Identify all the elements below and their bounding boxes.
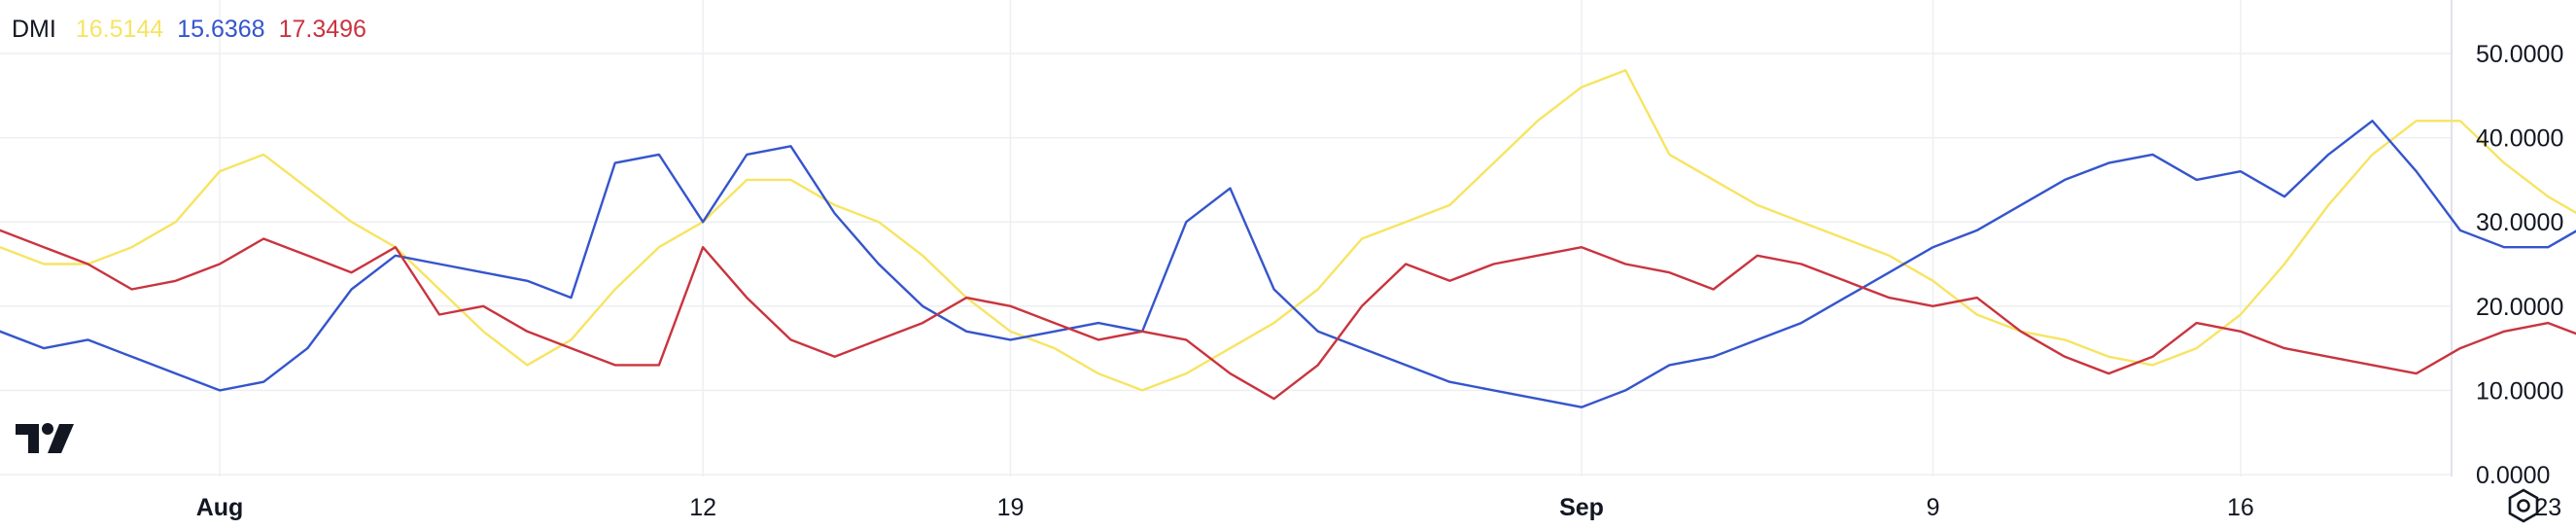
y-tick-label: 10.0000	[2476, 377, 2563, 405]
x-tick-label: Aug	[196, 494, 244, 521]
tradingview-logo-icon[interactable]	[16, 420, 80, 455]
x-tick-label: 16	[2227, 494, 2254, 521]
x-axis[interactable]: 2Aug1219Sep91623Oct1421Nov8	[0, 494, 2576, 521]
series-line-plus-di	[0, 120, 2576, 408]
x-tick-label: 19	[997, 494, 1025, 521]
y-axis[interactable]: 0.0000 10.0000 20.0000 30.0000 40.0000 50.000…	[2476, 41, 2563, 489]
x-tick-label: 12	[689, 494, 716, 521]
grid-lines	[0, 0, 2452, 477]
gear-settings-icon[interactable]	[2504, 486, 2543, 525]
legend-adx-value: 16.5144	[75, 15, 164, 43]
legend-plus-di-value: 15.6368	[177, 15, 265, 43]
legend-minus-di-value: 17.3496	[278, 15, 366, 43]
series-lines	[0, 69, 2576, 408]
y-tick-label: 50.0000	[2476, 41, 2563, 68]
x-tick-label: 9	[1927, 494, 1940, 521]
y-tick-label: 0.0000	[2476, 462, 2550, 489]
indicator-legend[interactable]: DMI 16.5144 15.6368 17.3496	[12, 12, 380, 47]
legend-indicator-name[interactable]: DMI	[12, 15, 56, 43]
series-line-adx	[0, 69, 2576, 392]
x-tick-label: 23	[2534, 494, 2561, 521]
y-tick-label: 20.0000	[2476, 294, 2563, 321]
series-line-minus-di	[0, 229, 2576, 401]
x-tick-label: Sep	[1559, 494, 1604, 521]
y-tick-label: 30.0000	[2476, 209, 2563, 236]
y-tick-label: 40.0000	[2476, 125, 2563, 153]
